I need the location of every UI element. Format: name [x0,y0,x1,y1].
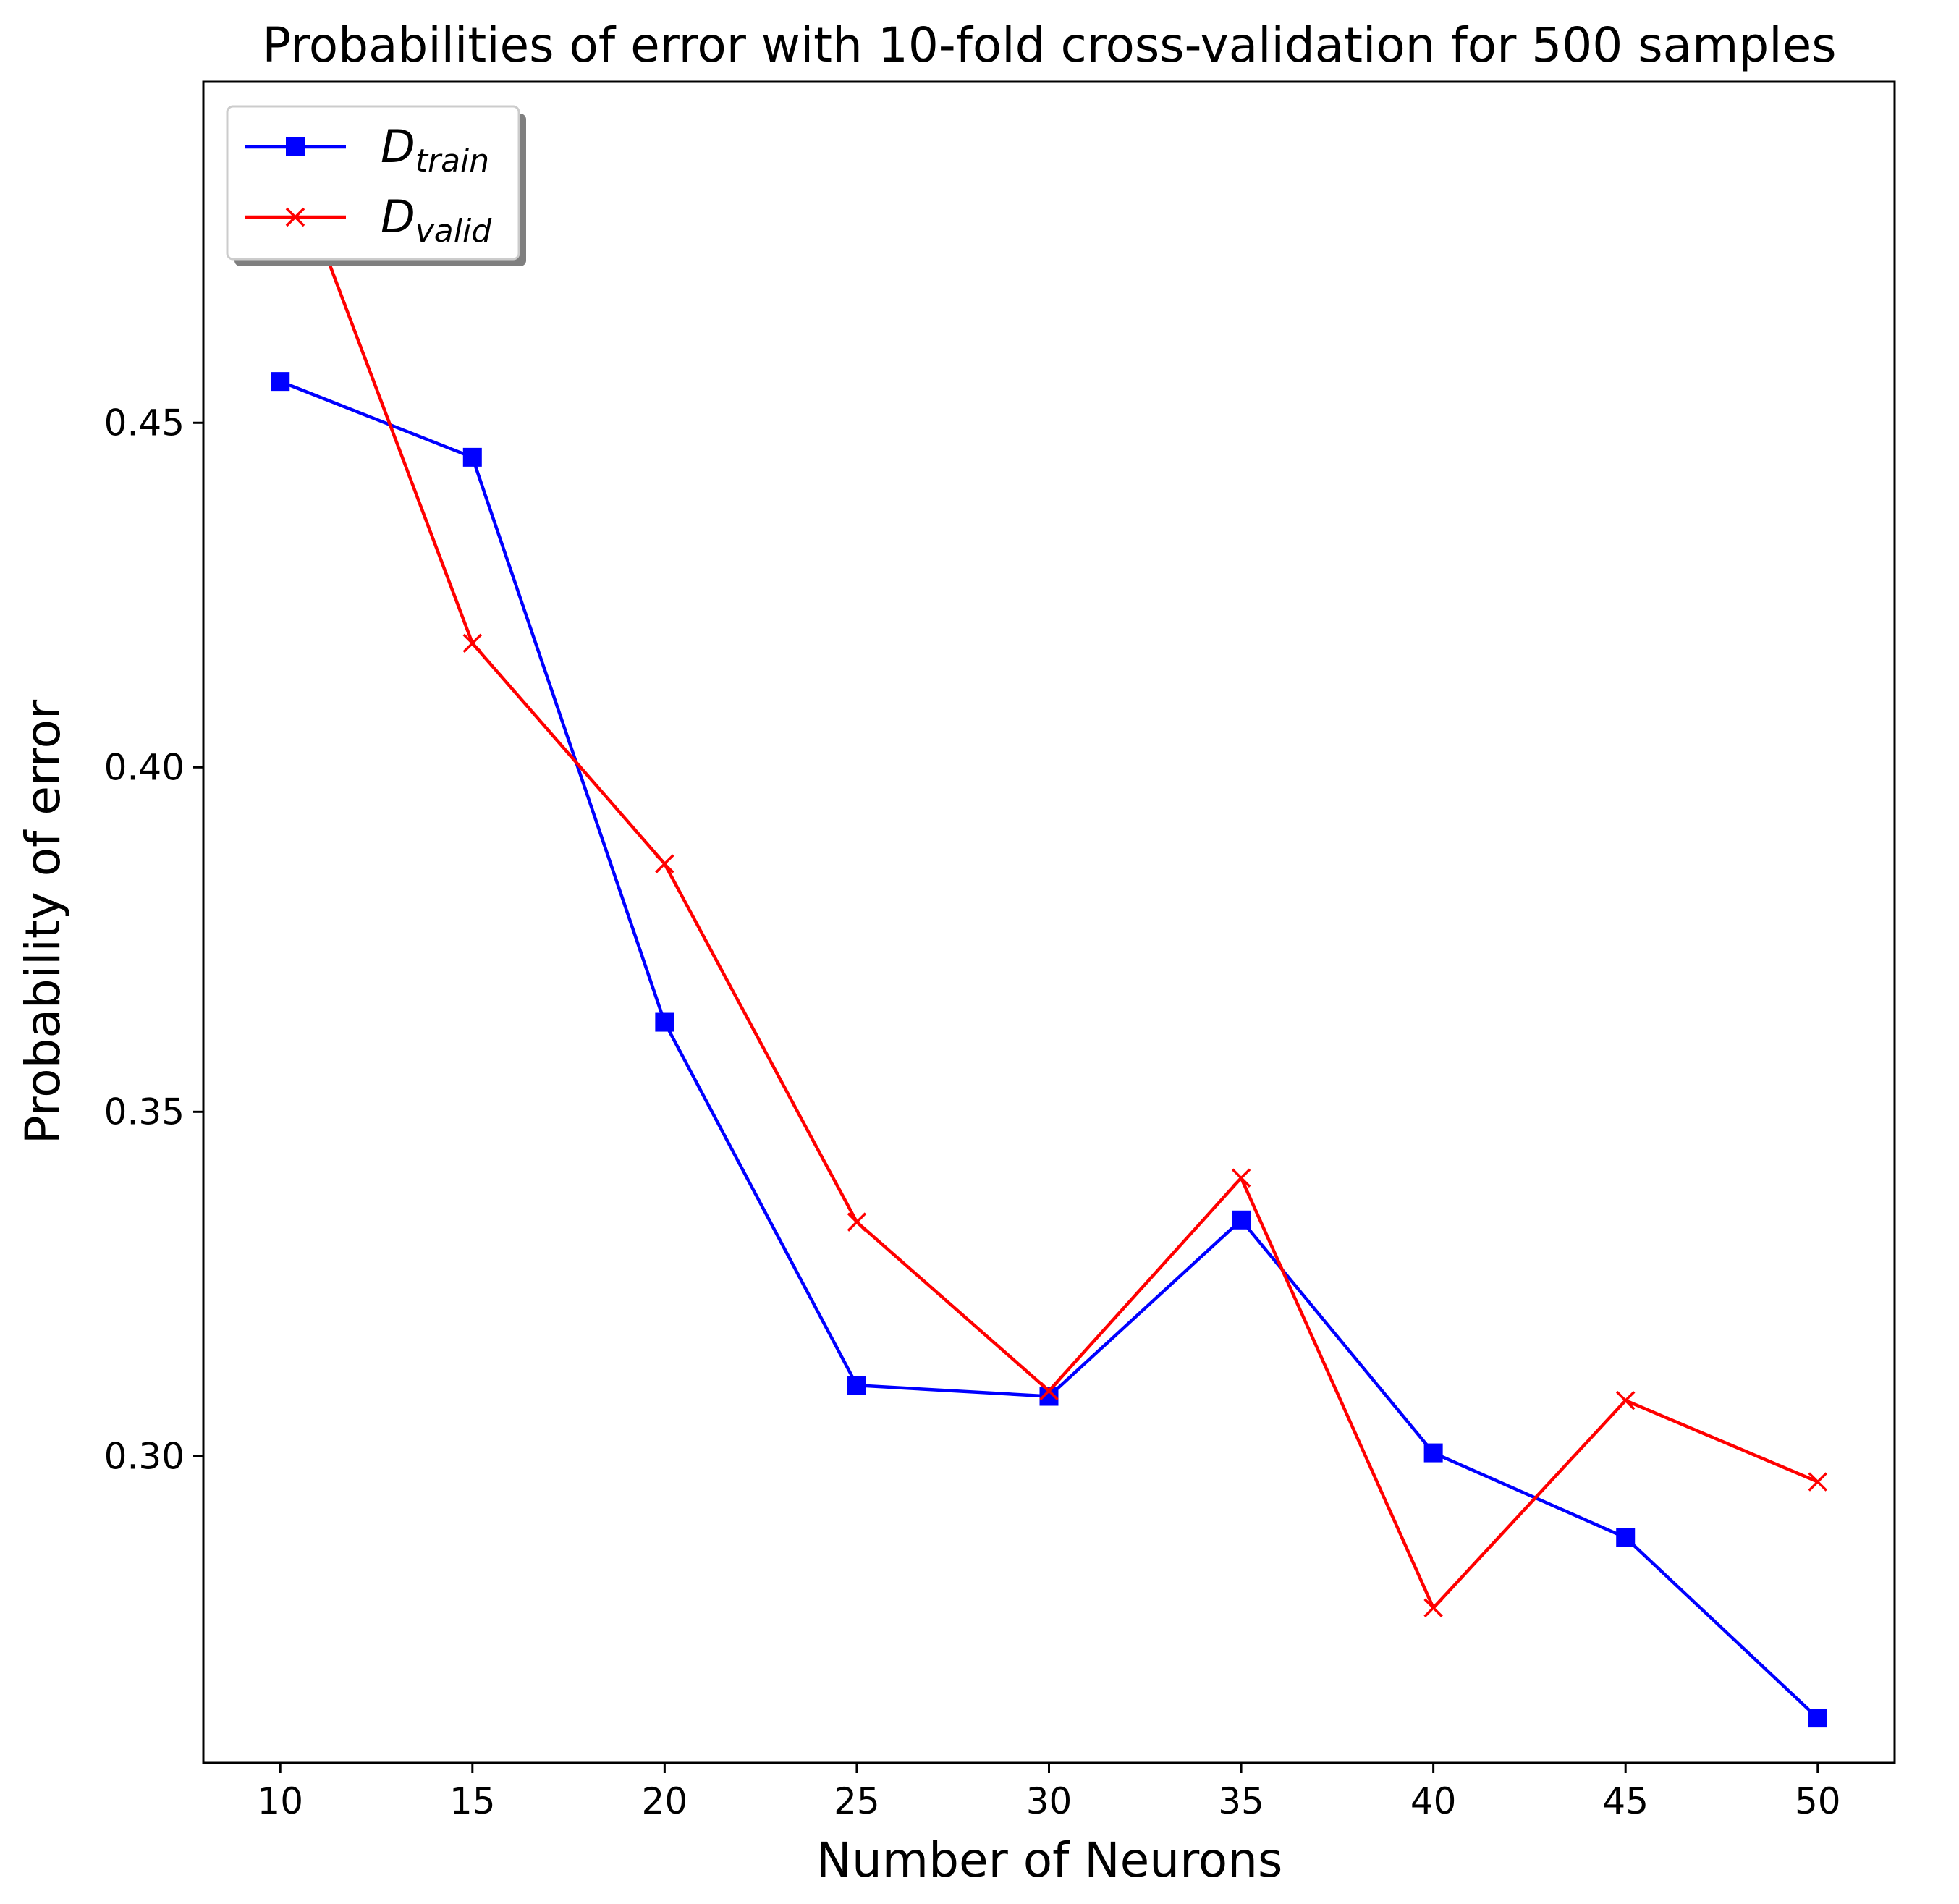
plot-frame [202,80,1896,1764]
x-tick-label: 40 [1410,1780,1457,1822]
data-point-d-train [1423,1443,1443,1463]
x-tick-label: 45 [1602,1780,1649,1822]
legend-marker-d-valid [285,207,305,227]
legend-label-d-valid: Dvalid [381,190,492,250]
data-point-d-valid [847,1212,867,1232]
data-point-d-valid [1808,1472,1828,1492]
legend-marker-d-train [286,137,305,156]
data-point-d-train [271,372,290,392]
x-tick-label: 35 [1218,1780,1264,1822]
data-point-d-train [655,1012,674,1032]
y-tick-label: 0.40 [104,746,185,788]
x-tick-label: 50 [1795,1780,1841,1822]
axis-ticks: 10 15 20 25 30 35 40 45 50 0.30 0.35 0.40 0.45 [104,402,1841,1822]
data-point-d-valid [1423,1598,1443,1618]
data-point-d-valid [462,633,483,653]
legend-entry-d-valid: Dvalid [245,190,492,250]
x-axis-label: Number of Neurons [816,1832,1283,1888]
data-point-d-train [1616,1528,1636,1547]
data-point-d-train [1808,1709,1827,1728]
legend-label-main: D [381,190,415,243]
legend-label-subscript: valid [415,213,492,250]
y-tick-label: 0.45 [104,402,185,444]
legend-label-subscript: train [415,143,489,179]
y-tick-label: 0.35 [104,1091,185,1133]
series-layer [270,124,1828,1728]
series-line-d-valid [279,132,1819,1610]
x-tick-label: 30 [1026,1780,1072,1822]
x-tick-label: 20 [642,1780,688,1822]
data-point-d-train [847,1376,866,1395]
data-point-d-valid [1039,1381,1059,1401]
y-tick-label: 0.30 [104,1435,185,1477]
series-d-train [271,372,1827,1728]
legend-entry-d-train: Dtrain [245,120,489,179]
y-axis-label: Probability of error [15,699,71,1144]
legend-label-d-train: Dtrain [381,120,489,179]
data-point-d-train [462,447,482,467]
legend-label-main: D [381,120,415,173]
chart-title: Probabilities of error with 10-fold cros… [262,17,1836,73]
data-point-d-train [1232,1210,1251,1230]
data-point-d-valid [1231,1168,1251,1188]
x-tick-label: 25 [834,1780,880,1822]
x-tick-label: 15 [449,1780,496,1822]
x-tick-label: 10 [257,1780,303,1822]
data-point-d-valid [1615,1390,1636,1410]
data-point-d-valid [655,854,674,873]
series-line-d-train [279,380,1819,1719]
